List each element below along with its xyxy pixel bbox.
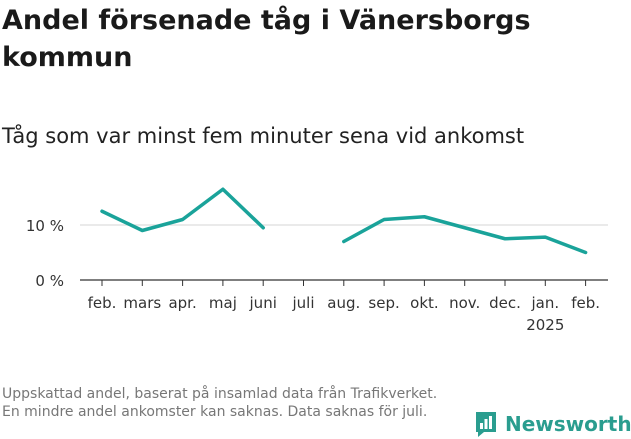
x-tick-label: mars <box>123 294 161 312</box>
chart-subtitle: Tåg som var minst fem minuter sena vid a… <box>2 124 525 148</box>
x-tick-label: maj <box>209 294 237 312</box>
x-tick-label: apr. <box>168 294 196 312</box>
x-tick-label: dec. <box>489 294 521 312</box>
x-tick-year-label: 2025 <box>526 316 564 334</box>
brand-name: Newsworthy <box>505 412 631 436</box>
x-tick-label: juli <box>291 294 314 312</box>
y-tick-label: 10 % <box>26 217 64 235</box>
x-tick-label: juni <box>249 294 277 312</box>
series-line <box>100 187 265 233</box>
x-tick-label: aug. <box>327 294 360 312</box>
brand-logo: Newsworthy <box>474 410 631 438</box>
bar-chart-logo-icon <box>476 412 496 437</box>
line-chart: 0 % 10 % feb. mars apr. maj juni juli aug. sep. ok… <box>26 187 608 334</box>
footnote: Uppskattad andel, baserat på insamlad da… <box>2 386 438 420</box>
x-tick-label: sep. <box>368 294 399 312</box>
x-tick-label: nov. <box>449 294 480 312</box>
y-tick-label: 0 % <box>35 272 64 290</box>
x-tick-label: feb. <box>88 294 117 312</box>
series-line <box>342 215 588 255</box>
chart-title: Andel försenade tåg i Vänersborgs kommun <box>2 5 531 73</box>
x-tick-label: feb. <box>571 294 600 312</box>
x-tick-label: jan. <box>530 294 559 312</box>
x-tick-label: okt. <box>410 294 439 312</box>
